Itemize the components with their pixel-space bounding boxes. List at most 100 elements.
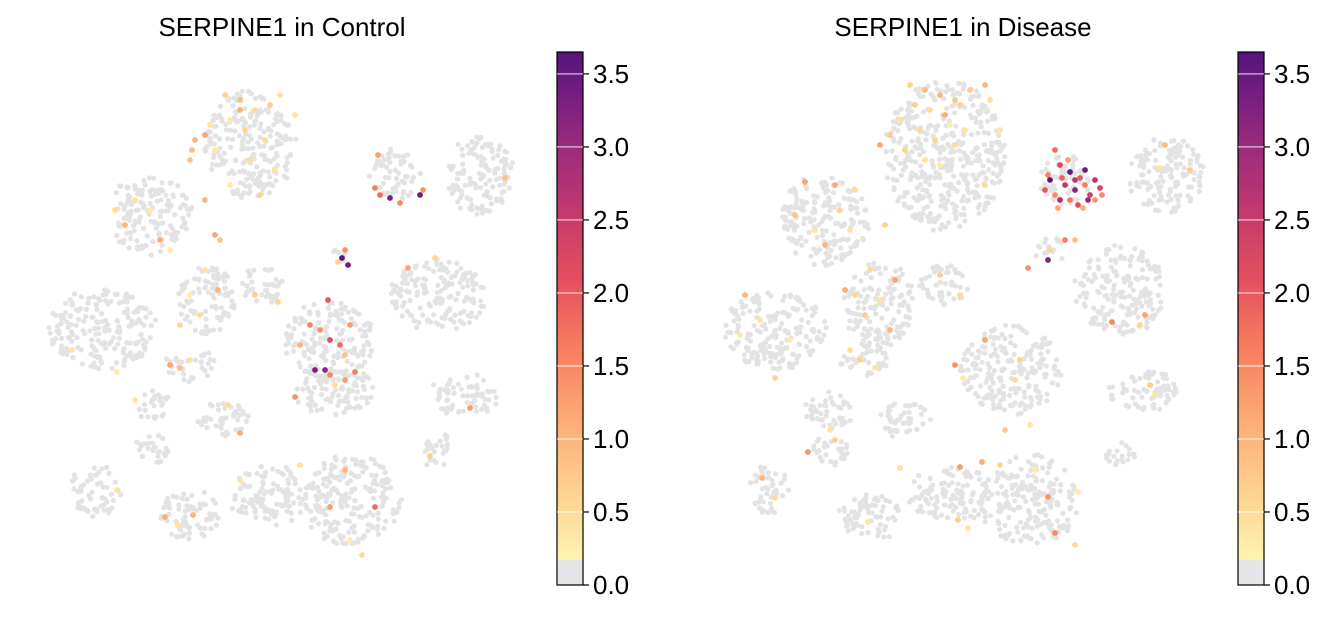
background-cell xyxy=(112,479,118,485)
background-cell xyxy=(239,280,246,286)
background-cell xyxy=(491,389,497,395)
background-cell xyxy=(127,230,134,236)
background-cell xyxy=(906,290,912,296)
background-cell xyxy=(343,540,349,547)
background-cell xyxy=(327,492,333,498)
expressing-cell-point xyxy=(167,362,173,368)
background-cell xyxy=(375,516,381,522)
expressing-cell-point xyxy=(432,255,438,261)
expressing-cell-point xyxy=(1052,147,1058,153)
background-cell xyxy=(978,123,984,129)
background-cell xyxy=(955,481,961,487)
background-cell xyxy=(956,80,962,86)
background-cell xyxy=(1049,380,1055,386)
background-cell xyxy=(320,508,326,514)
background-cell xyxy=(958,141,964,148)
background-cell xyxy=(474,391,480,397)
background-cell xyxy=(416,319,422,326)
background-cell xyxy=(143,314,149,320)
background-cell xyxy=(367,353,373,359)
background-cell xyxy=(968,499,974,505)
expressing-cell-point xyxy=(1077,175,1083,181)
background-cell xyxy=(1099,321,1105,327)
background-cell xyxy=(901,193,907,199)
background-cell xyxy=(793,191,799,197)
background-cell xyxy=(860,332,866,338)
background-cell xyxy=(269,508,275,514)
background-cell xyxy=(1151,193,1157,199)
background-cell xyxy=(865,506,871,512)
expressing-cell-point xyxy=(1042,187,1048,193)
background-cell xyxy=(1038,393,1044,400)
background-cell xyxy=(956,180,962,186)
background-cell xyxy=(767,343,773,350)
background-cell xyxy=(382,470,388,476)
background-cell xyxy=(891,185,897,191)
background-cell xyxy=(926,123,933,129)
background-cell xyxy=(1158,299,1164,305)
background-cell xyxy=(209,511,215,518)
background-cell xyxy=(1164,163,1170,169)
background-cell xyxy=(149,388,156,394)
background-cell xyxy=(801,221,807,227)
background-cell xyxy=(880,504,886,510)
expressing-cell-point xyxy=(322,367,328,373)
background-cell xyxy=(330,377,336,383)
background-cell xyxy=(385,190,391,196)
background-cell xyxy=(339,317,345,323)
background-cell xyxy=(318,353,324,359)
background-cell xyxy=(1110,287,1117,293)
background-cell xyxy=(166,511,172,518)
colorbar-tick-label: 1.0 xyxy=(1274,424,1310,454)
background-cell xyxy=(271,122,277,128)
background-cell xyxy=(995,490,1001,496)
background-cell xyxy=(446,380,452,386)
background-cell xyxy=(754,292,760,299)
background-cell xyxy=(268,145,274,151)
background-cell xyxy=(156,433,162,439)
background-cell xyxy=(803,344,810,350)
expressing-cell-point xyxy=(967,87,973,93)
background-cell xyxy=(1055,238,1061,244)
background-cell xyxy=(244,289,250,295)
background-cell xyxy=(509,160,516,166)
background-cell xyxy=(977,367,983,373)
background-cell xyxy=(861,343,867,349)
background-cell xyxy=(159,220,166,226)
background-cell xyxy=(154,198,160,204)
background-cell xyxy=(908,158,915,164)
background-cell xyxy=(241,168,247,174)
background-cell xyxy=(233,109,239,115)
background-cell xyxy=(260,479,266,485)
background-cell xyxy=(454,176,461,182)
background-cell xyxy=(304,376,310,382)
background-cell xyxy=(1073,510,1079,516)
background-cell xyxy=(136,447,142,453)
background-cell xyxy=(1071,483,1077,490)
expressing-cell-point xyxy=(1062,182,1068,188)
background-cell xyxy=(926,509,932,516)
background-cell xyxy=(936,156,943,162)
background-cell xyxy=(1143,286,1149,292)
background-cell xyxy=(972,195,978,201)
background-cell xyxy=(882,425,889,431)
background-cell xyxy=(782,327,788,334)
background-cell xyxy=(209,166,215,172)
background-cell xyxy=(157,395,163,401)
background-cell xyxy=(793,250,799,256)
background-cell xyxy=(83,306,89,312)
background-cell xyxy=(90,513,96,520)
background-cell xyxy=(110,497,116,504)
background-cell xyxy=(774,344,780,350)
background-cell xyxy=(765,290,771,296)
background-cell xyxy=(728,344,734,350)
background-cell xyxy=(926,273,933,279)
background-cell xyxy=(433,300,439,306)
background-cell xyxy=(342,456,348,462)
background-cell xyxy=(1042,181,1048,187)
background-cell xyxy=(887,417,893,423)
background-cell xyxy=(889,433,896,439)
background-cell xyxy=(377,185,383,191)
background-cell xyxy=(262,515,268,521)
background-cell xyxy=(948,465,955,471)
